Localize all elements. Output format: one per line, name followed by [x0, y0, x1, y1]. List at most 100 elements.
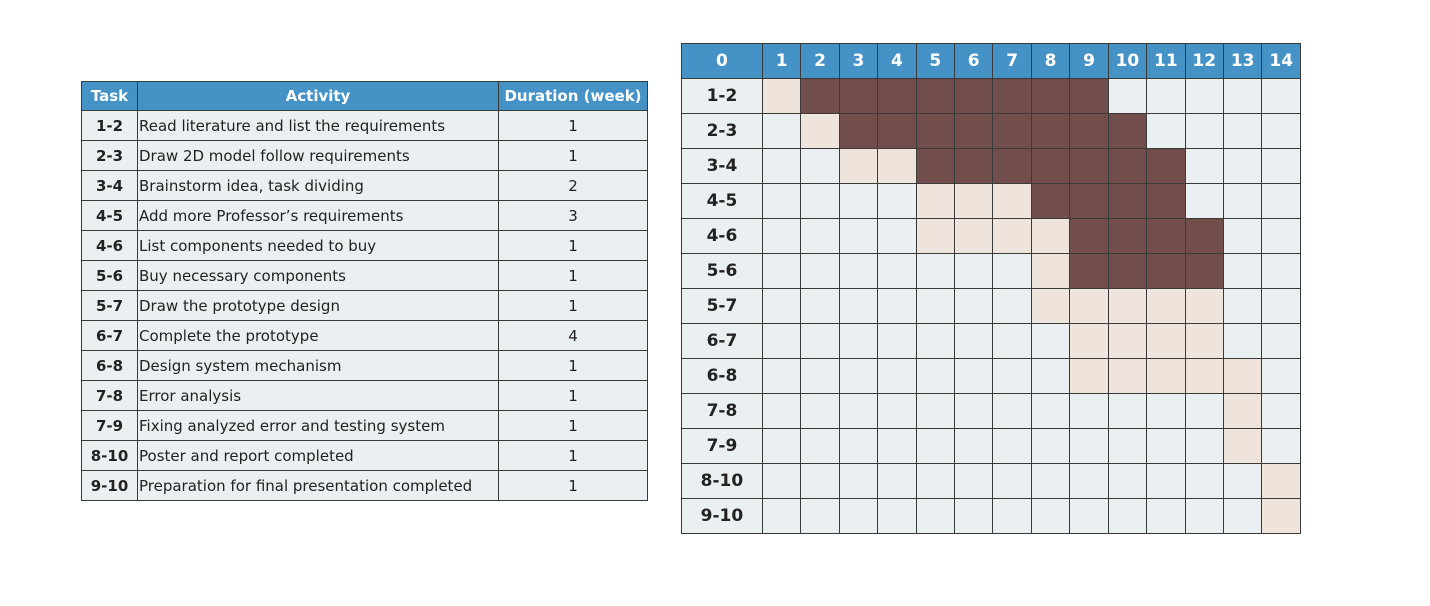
week-header: 13: [1222, 43, 1263, 79]
gantt-cell-slack: [1107, 148, 1148, 184]
gantt-cell-empty: [954, 393, 994, 429]
gantt-cell-empty: [838, 183, 879, 219]
gantt-cell-slack: [1146, 148, 1186, 184]
table-row: 9-10 Preparation for final presentation c…: [81, 470, 648, 501]
gantt-body: 1-2 2-3 3-4 4-5 4-6 5-6 5-7 6-7 6-8 7-8 7-9 8-10 9-1…: [681, 78, 1301, 534]
week-header: 8: [1030, 43, 1071, 79]
gantt-cell-slack: [1030, 113, 1071, 149]
gantt-cell-empty: [838, 393, 879, 429]
gantt-row-label: 4-5: [681, 183, 763, 219]
gantt-cell-task: [877, 148, 917, 184]
gantt-cell-empty: [915, 463, 956, 499]
gantt-row-label: 9-10: [681, 498, 763, 534]
gantt-cell-slack: [1146, 218, 1186, 254]
gantt-cell-empty: [761, 498, 802, 534]
gantt-cell-empty: [1261, 148, 1301, 184]
gantt-cell-slack: [915, 113, 956, 149]
gantt-cell-task: [1069, 358, 1109, 394]
gantt-row-label: 5-6: [681, 253, 763, 289]
gantt-cell-empty: [1222, 148, 1263, 184]
gantt-cell-empty: [1107, 78, 1148, 114]
gantt-cell-empty: [761, 288, 802, 324]
task-cell: 4-5: [81, 200, 138, 231]
gantt-cell-empty: [877, 358, 917, 394]
gantt-row-label: 1-2: [681, 78, 763, 114]
gantt-cell-task: [1184, 288, 1224, 324]
task-cell: 8-10: [81, 440, 138, 471]
gantt-row-label: 5-7: [681, 288, 763, 324]
gantt-cell-empty: [1261, 428, 1301, 464]
gantt-cell-slack: [838, 113, 879, 149]
gantt-cell-slack: [877, 78, 917, 114]
task-cell: 6-7: [81, 320, 138, 351]
gantt-cell-empty: [1184, 463, 1224, 499]
gantt-cell-empty: [1146, 498, 1186, 534]
gantt-cell-task: [1261, 498, 1301, 534]
table-row: 4-6 List components needed to buy 1: [81, 230, 648, 261]
gantt-cell-slack: [915, 148, 956, 184]
gantt-corner-header: 0: [681, 43, 763, 79]
gantt-cell-slack: [992, 78, 1032, 114]
gantt-cell-empty: [915, 253, 956, 289]
gantt-cell-empty: [1030, 428, 1071, 464]
gantt-cell-empty: [877, 463, 917, 499]
task-cell: 3-4: [81, 170, 138, 201]
duration-cell: 1: [498, 290, 648, 321]
gantt-row: 4-5: [681, 183, 1301, 219]
gantt-row-label: 6-7: [681, 323, 763, 359]
gantt-cell-empty: [1222, 323, 1263, 359]
gantt-cell-empty: [877, 428, 917, 464]
week-header: 2: [800, 43, 840, 79]
activity-cell: Fixing analyzed error and testing system: [137, 410, 499, 441]
gantt-cell-empty: [800, 183, 840, 219]
gantt-cell-slack: [954, 78, 994, 114]
gantt-cell-empty: [915, 288, 956, 324]
gantt-row: 4-6: [681, 218, 1301, 254]
week-header: 10: [1107, 43, 1148, 79]
gantt-cell-slack: [1146, 253, 1186, 289]
gantt-row: 5-7: [681, 288, 1301, 324]
task-table-header-row: Task Activity Duration (week): [81, 81, 648, 111]
gantt-cell-empty: [992, 393, 1032, 429]
gantt-cell-task: [954, 218, 994, 254]
duration-cell: 1: [498, 380, 648, 411]
gantt-cell-empty: [1222, 78, 1263, 114]
task-cell: 7-9: [81, 410, 138, 441]
gantt-cell-task: [1184, 323, 1224, 359]
gantt-cell-empty: [761, 113, 802, 149]
gantt-cell-empty: [1069, 428, 1109, 464]
gantt-cell-empty: [877, 393, 917, 429]
gantt-cell-empty: [992, 498, 1032, 534]
gantt-cell-task: [1069, 323, 1109, 359]
activity-cell: Brainstorm idea, task dividing: [137, 170, 499, 201]
gantt-cell-empty: [800, 358, 840, 394]
gantt-row-label: 7-8: [681, 393, 763, 429]
gantt-cell-slack: [992, 148, 1032, 184]
gantt-cell-empty: [992, 428, 1032, 464]
gantt-cell-empty: [1069, 498, 1109, 534]
week-header: 12: [1184, 43, 1224, 79]
gantt-cell-empty: [1261, 288, 1301, 324]
gantt-cell-empty: [1222, 183, 1263, 219]
table-row: 5-7 Draw the prototype design 1: [81, 290, 648, 321]
gantt-header-row: 0 1 2 3 4 5 6 7 8 9 10 11 12 13 14: [681, 43, 1301, 79]
gantt-cell-empty: [954, 288, 994, 324]
gantt-cell-empty: [761, 218, 802, 254]
gantt-cell-empty: [954, 358, 994, 394]
gantt-cell-task: [761, 78, 802, 114]
gantt-cell-empty: [800, 323, 840, 359]
gantt-cell-empty: [1222, 288, 1263, 324]
gantt-cell-empty: [800, 463, 840, 499]
gantt-cell-slack: [1107, 113, 1148, 149]
gantt-cell-empty: [1261, 393, 1301, 429]
gantt-cell-slack: [992, 113, 1032, 149]
gantt-cell-empty: [915, 428, 956, 464]
gantt-cell-empty: [1222, 498, 1263, 534]
duration-cell: 1: [498, 110, 648, 141]
week-header: 7: [992, 43, 1032, 79]
gantt-cell-task: [1107, 358, 1148, 394]
gantt-cell-task: [1222, 428, 1263, 464]
gantt-cell-empty: [1146, 428, 1186, 464]
duration-cell: 1: [498, 260, 648, 291]
gantt-row: 6-7: [681, 323, 1301, 359]
